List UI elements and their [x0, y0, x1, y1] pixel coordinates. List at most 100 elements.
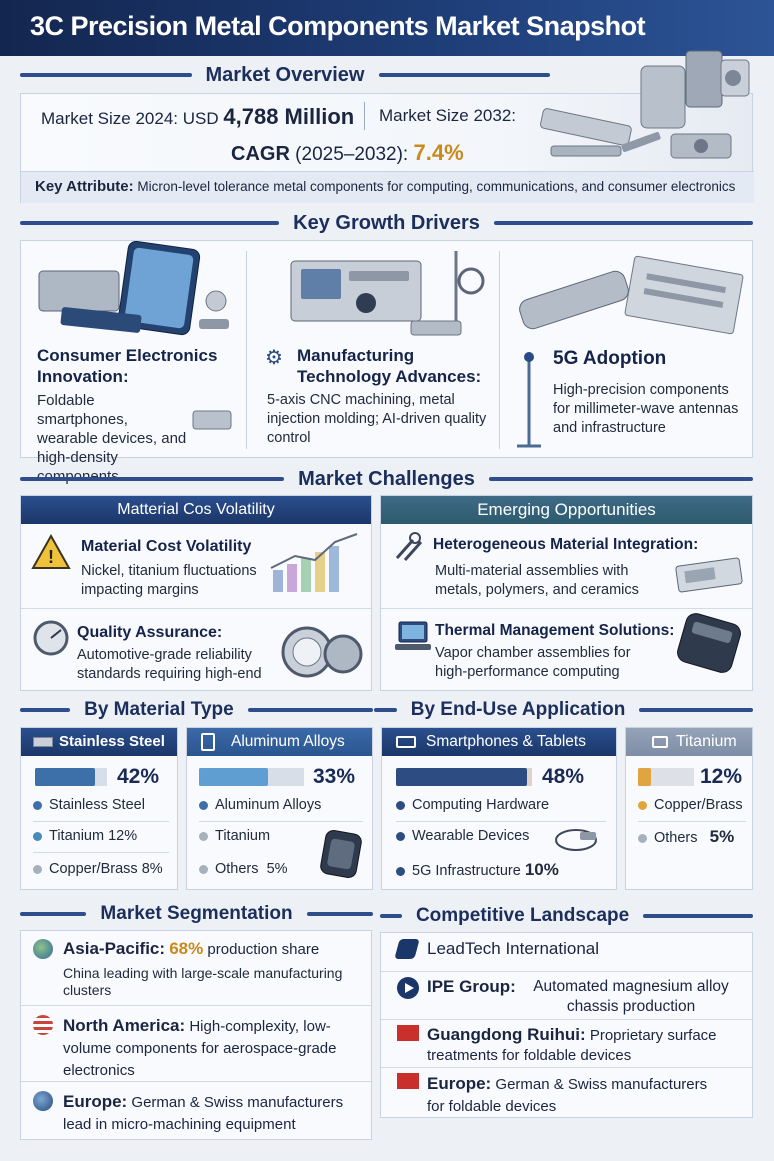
driver-1-title: Consumer Electronics Innovation:: [37, 346, 218, 386]
overview-panel: Market Size 2024: USD 4,788 Million Mark…: [20, 50, 754, 203]
us-flag-icon: [33, 1015, 53, 1035]
key-attribute: Key Attribute: Micron-level tolerance me…: [35, 178, 736, 195]
page-title: 3C Precision Metal Components Market Sna…: [30, 11, 646, 41]
material-card-2-header: Aluminum Alloys: [187, 728, 372, 756]
enduse-heading-text: By End-Use Application: [410, 699, 626, 720]
material-card-stainless: Stainless Steel 42% Stainless Steel Tita…: [20, 727, 178, 890]
material-card-1-pct: 42%: [117, 765, 160, 788]
competitor-guangdong: Guangdong Ruihui: Proprietary surface tr…: [427, 1025, 717, 1064]
segment-asia-pacific-sub: China leading with large-scale manufactu…: [63, 965, 343, 998]
drivers-heading-text: Key Growth Drivers: [293, 211, 480, 234]
competitive-heading: Competitive Landscape: [380, 904, 753, 928]
segmentation-heading: Market Segmentation: [20, 902, 373, 926]
vapor-chamber-icon: [677, 613, 741, 673]
material-card-1-bar: [35, 768, 95, 786]
china-flag-icon: [397, 1025, 419, 1041]
plate-icon: [652, 736, 668, 748]
opportunity-2-title: Thermal Management Solutions:: [435, 622, 675, 639]
material-card-4-track: [638, 768, 694, 786]
antenna-icon: [517, 352, 541, 448]
market-size-2024: Market Size 2024: USD 4,788 Million: [41, 104, 355, 129]
list-item: Aluminum Alloys: [199, 796, 363, 822]
challenge-1-title: Material Cost Volatility: [81, 538, 252, 555]
list-item: Wearable Devices: [396, 827, 556, 846]
svg-text:!: !: [48, 547, 54, 567]
material-card-4-bar: [638, 768, 651, 786]
list-item: 5G Infrastructure 10%: [396, 860, 606, 881]
list-item: Titanium 12%: [33, 827, 169, 853]
tools-icon: [395, 532, 423, 561]
challenges-left-panel: Matterial Cos Volatility ! Material Cost…: [20, 495, 372, 691]
driver-2-body: 5-axis CNC machining, metal injection mo…: [267, 392, 487, 446]
enduse-card-smartphones: Smartphones & Tablets 48% Computing Hard…: [381, 727, 617, 890]
globe-icon: [33, 939, 53, 959]
challenges-left-header: Matterial Cos Volatility: [21, 496, 371, 524]
flag-icon: [397, 1073, 419, 1089]
globe-icon: [33, 1091, 53, 1111]
tablet-icon: [396, 736, 416, 748]
material-heading: By Material Type: [20, 698, 373, 722]
list-item: Copper/Brass 8%: [33, 860, 173, 879]
drivers-panel: Consumer Electronics Innovation: Foldabl…: [20, 240, 753, 485]
enduse-heading: By End-Use Application: [374, 698, 753, 722]
segment-north-america: North America: High-complexity, low-volu…: [63, 1016, 337, 1079]
assembly-icon: [675, 557, 743, 593]
opportunities-panel: Emerging Opportunities Heterogeneous Mat…: [380, 495, 753, 691]
material-card-2-bar: [199, 768, 268, 786]
opportunities-header: Emerging Opportunities: [381, 496, 752, 524]
key-attribute-row: [21, 171, 754, 203]
competitive-heading-text: Competitive Landscape: [415, 905, 630, 926]
challenge-1-body: Nickel, titanium fluctuations impacting …: [81, 563, 257, 598]
cagr: CAGR (2025–2032): 7.4%: [231, 140, 464, 165]
laptop-icon: [395, 621, 431, 650]
driver-3-body: High-precision components for millimeter…: [553, 382, 739, 436]
cagr-value: 7.4%: [413, 140, 464, 165]
enduse-card-1-pct: 48%: [542, 765, 585, 788]
competitor-ipe-group: IPE Group:: [427, 977, 516, 996]
material-card-2-pct: 33%: [313, 765, 356, 788]
material-card-4-pct: 12%: [700, 765, 743, 788]
component-icon: [192, 410, 232, 430]
driver-3-title: 5G Adoption: [553, 348, 667, 369]
smartphone-illustration: [38, 241, 229, 336]
title-banner: 3C Precision Metal Components Market Sna…: [0, 0, 774, 56]
cable-icon: [555, 829, 597, 851]
opportunity-2-body: Vapor chamber assemblies for high-perfor…: [435, 645, 631, 680]
gauge-icon: [33, 620, 69, 656]
drivers-heading: Key Growth Drivers: [20, 209, 754, 237]
list-item: Others 5%: [199, 860, 309, 879]
challenges-heading: Market Challenges: [20, 466, 754, 492]
segment-europe: Europe: German & Swiss manufacturers lea…: [63, 1092, 344, 1133]
cnc-machine-illustration: [290, 251, 485, 336]
enduse-card-1-header: Smartphones & Tablets: [382, 728, 616, 756]
overview-heading-text: Market Overview: [205, 63, 365, 86]
divider: [364, 102, 365, 130]
competitive-panel: LeadTech International IPE Group: Automa…: [380, 932, 753, 1118]
list-item: Titanium: [199, 827, 309, 846]
list-item: Copper/Brass: [638, 796, 746, 822]
challenges-heading-text: Market Challenges: [298, 467, 475, 490]
opportunity-1-body: Multi-material assemblies with metals, p…: [435, 563, 639, 598]
list-item: Computing Hardware: [396, 796, 606, 822]
leadtech-logo-icon: [394, 939, 420, 959]
warning-icon: !: [31, 534, 71, 569]
document-icon: [201, 733, 215, 751]
cost-bar-chart-icon: [270, 533, 358, 592]
enduse-card-1-bar: [396, 768, 527, 786]
segmentation-panel: Asia-Pacific: 68% production share China…: [20, 930, 372, 1140]
segment-asia-pacific: Asia-Pacific: 68% production share: [63, 939, 320, 958]
metal-plate-icon: [33, 737, 53, 747]
segmentation-heading-text: Market Segmentation: [100, 903, 293, 924]
market-size-2024-value: 4,788 Million: [223, 104, 355, 129]
5g-components-illustration: [519, 255, 744, 335]
gear-icon: ⚙: [265, 347, 283, 369]
driver-2-title: Manufacturing Technology Advances:: [297, 346, 482, 386]
opportunity-1-title: Heterogeneous Material Integration:: [433, 536, 699, 553]
material-card-titanium: Titanium 12% Copper/Brass Others 5%: [625, 727, 753, 890]
competitor-leadtech: LeadTech International: [427, 939, 600, 958]
overview-heading: Market Overview: [20, 62, 551, 88]
competitor-europe: Europe: German & Swiss manufacturers for…: [427, 1074, 708, 1115]
competitor-ipe-text: Automated magnesium alloy chassis produc…: [533, 978, 729, 1015]
challenge-2-title: Quality Assurance:: [77, 624, 223, 641]
material-card-4-header: Titanium: [626, 728, 752, 756]
